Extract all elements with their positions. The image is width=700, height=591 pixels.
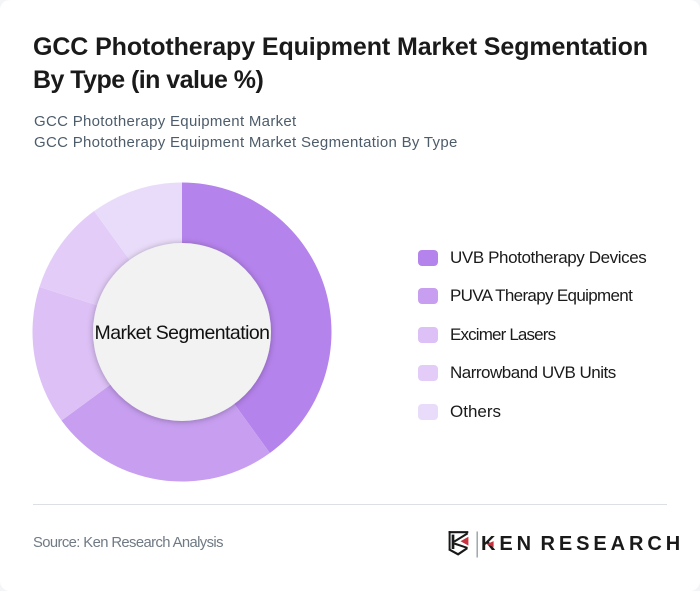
svg-text:KEN RESEARCH: KEN RESEARCH bbox=[481, 533, 681, 555]
